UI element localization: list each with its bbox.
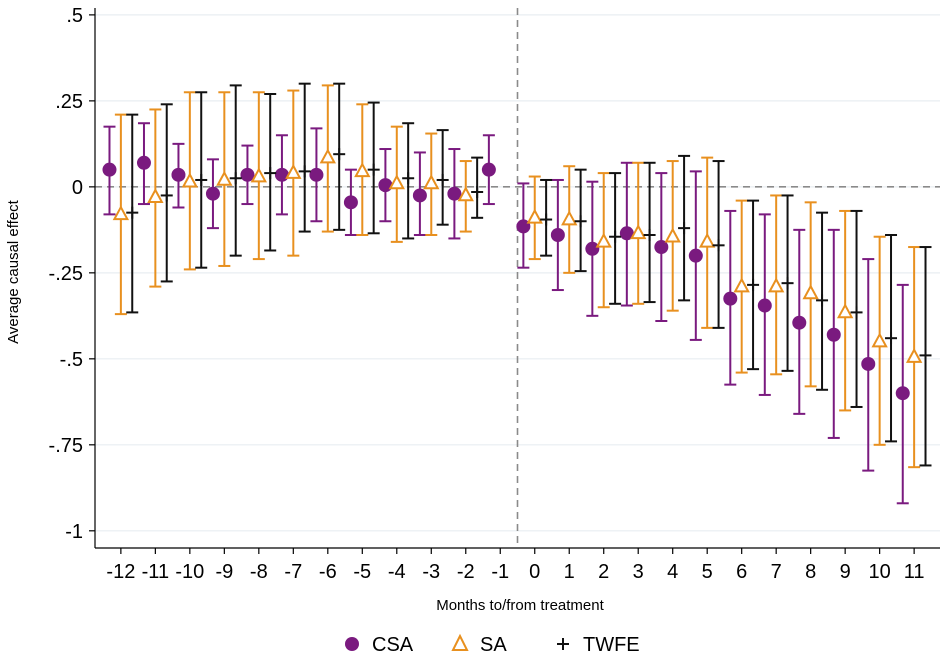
- x-tick-label: -2: [457, 561, 475, 583]
- point: [561, 210, 578, 226]
- x-tick-label: 0: [529, 561, 540, 583]
- point: [826, 327, 841, 342]
- y-tick-label: -.25: [49, 263, 83, 285]
- point: [516, 219, 531, 234]
- legend-item-sa: SA: [451, 633, 507, 656]
- x-tick-label: 8: [805, 561, 816, 583]
- point: [871, 332, 888, 348]
- point: [309, 167, 324, 182]
- series-twfe: [126, 82, 932, 467]
- point: [240, 167, 255, 182]
- point: [447, 186, 462, 201]
- point: [699, 232, 716, 248]
- x-tick-label: 7: [771, 561, 782, 583]
- point: [136, 155, 151, 170]
- legend-item-csa: CSA: [345, 634, 414, 656]
- y-tick-label: .5: [66, 5, 83, 27]
- x-tick-label: -9: [215, 561, 233, 583]
- y-tick-label: -.75: [49, 435, 83, 457]
- point: [388, 174, 405, 190]
- point: [723, 291, 738, 306]
- y-tick-label: .25: [55, 91, 83, 113]
- legend-label: SA: [480, 634, 507, 656]
- legend-label: TWFE: [583, 634, 640, 656]
- point: [250, 167, 268, 183]
- point: [112, 205, 130, 221]
- y-tick-label: -.5: [60, 349, 83, 371]
- legend-label: CSA: [372, 634, 414, 656]
- point: [905, 347, 923, 363]
- point: [285, 163, 302, 179]
- x-tick-label: 10: [869, 561, 891, 583]
- axes: .5.250-.25-.5-.75-1-12 -11 -10 -9 -8 -7 -6 -5 -4…: [49, 5, 940, 583]
- point: [319, 148, 336, 164]
- x-tick-label: -6: [319, 561, 337, 583]
- x-tick-label: 3: [633, 561, 644, 583]
- point: [423, 174, 440, 190]
- x-tick-label: -4: [388, 561, 406, 583]
- x-tick-label: 5: [702, 561, 713, 583]
- x-tick-label: -1: [491, 561, 509, 583]
- point: [526, 208, 543, 224]
- x-tick-label: 11: [904, 561, 925, 583]
- point: [895, 386, 910, 401]
- point: [757, 298, 772, 313]
- reference-lines: [95, 8, 940, 548]
- legend-triangle-icon: [451, 633, 469, 651]
- point: [861, 356, 876, 371]
- point: [216, 170, 233, 186]
- point: [343, 195, 358, 210]
- point: [457, 186, 474, 202]
- x-tick-label: 4: [667, 561, 678, 583]
- x-tick-label: -8: [250, 561, 268, 583]
- x-tick-label: -12: [106, 561, 135, 583]
- point: [354, 162, 371, 178]
- point: [550, 228, 565, 243]
- series-csa: [102, 122, 910, 505]
- y-tick-label: -1: [65, 521, 83, 543]
- point: [181, 172, 199, 188]
- point: [171, 167, 186, 182]
- point: [792, 315, 807, 330]
- x-tick-label: -3: [422, 561, 440, 583]
- point: [688, 248, 703, 263]
- x-tick-label: 1: [564, 561, 575, 583]
- legend-circle-icon: [345, 637, 359, 651]
- point: [274, 167, 289, 182]
- x-tick-label: -11: [142, 561, 169, 583]
- point: [654, 240, 669, 255]
- point: [102, 162, 117, 177]
- point: [767, 277, 785, 293]
- x-tick-label: 2: [598, 561, 609, 583]
- point: [147, 187, 164, 203]
- point: [585, 241, 600, 256]
- x-tick-label: -10: [175, 561, 204, 583]
- point: [619, 226, 634, 241]
- x-axis-title: Months to/from treatment: [436, 597, 604, 614]
- series-sa: [112, 84, 923, 469]
- legend: CSA SA TWFE: [345, 633, 640, 656]
- point: [481, 162, 496, 177]
- point: [664, 227, 681, 243]
- point: [802, 284, 819, 300]
- x-tick-label: -5: [353, 561, 371, 583]
- series-layer: [102, 82, 932, 505]
- point: [733, 277, 750, 293]
- y-axis-title: Average causal effect: [5, 199, 22, 344]
- y-tick-label: 0: [72, 177, 83, 199]
- point: [205, 186, 220, 201]
- point: [378, 178, 393, 193]
- point: [595, 232, 612, 248]
- x-tick-label: 6: [736, 561, 747, 583]
- point: [836, 303, 854, 319]
- x-tick-label: -7: [284, 561, 302, 583]
- point: [412, 188, 427, 203]
- point: [630, 223, 647, 240]
- x-tick-label: 9: [840, 561, 851, 583]
- legend-item-twfe: TWFE: [557, 634, 640, 656]
